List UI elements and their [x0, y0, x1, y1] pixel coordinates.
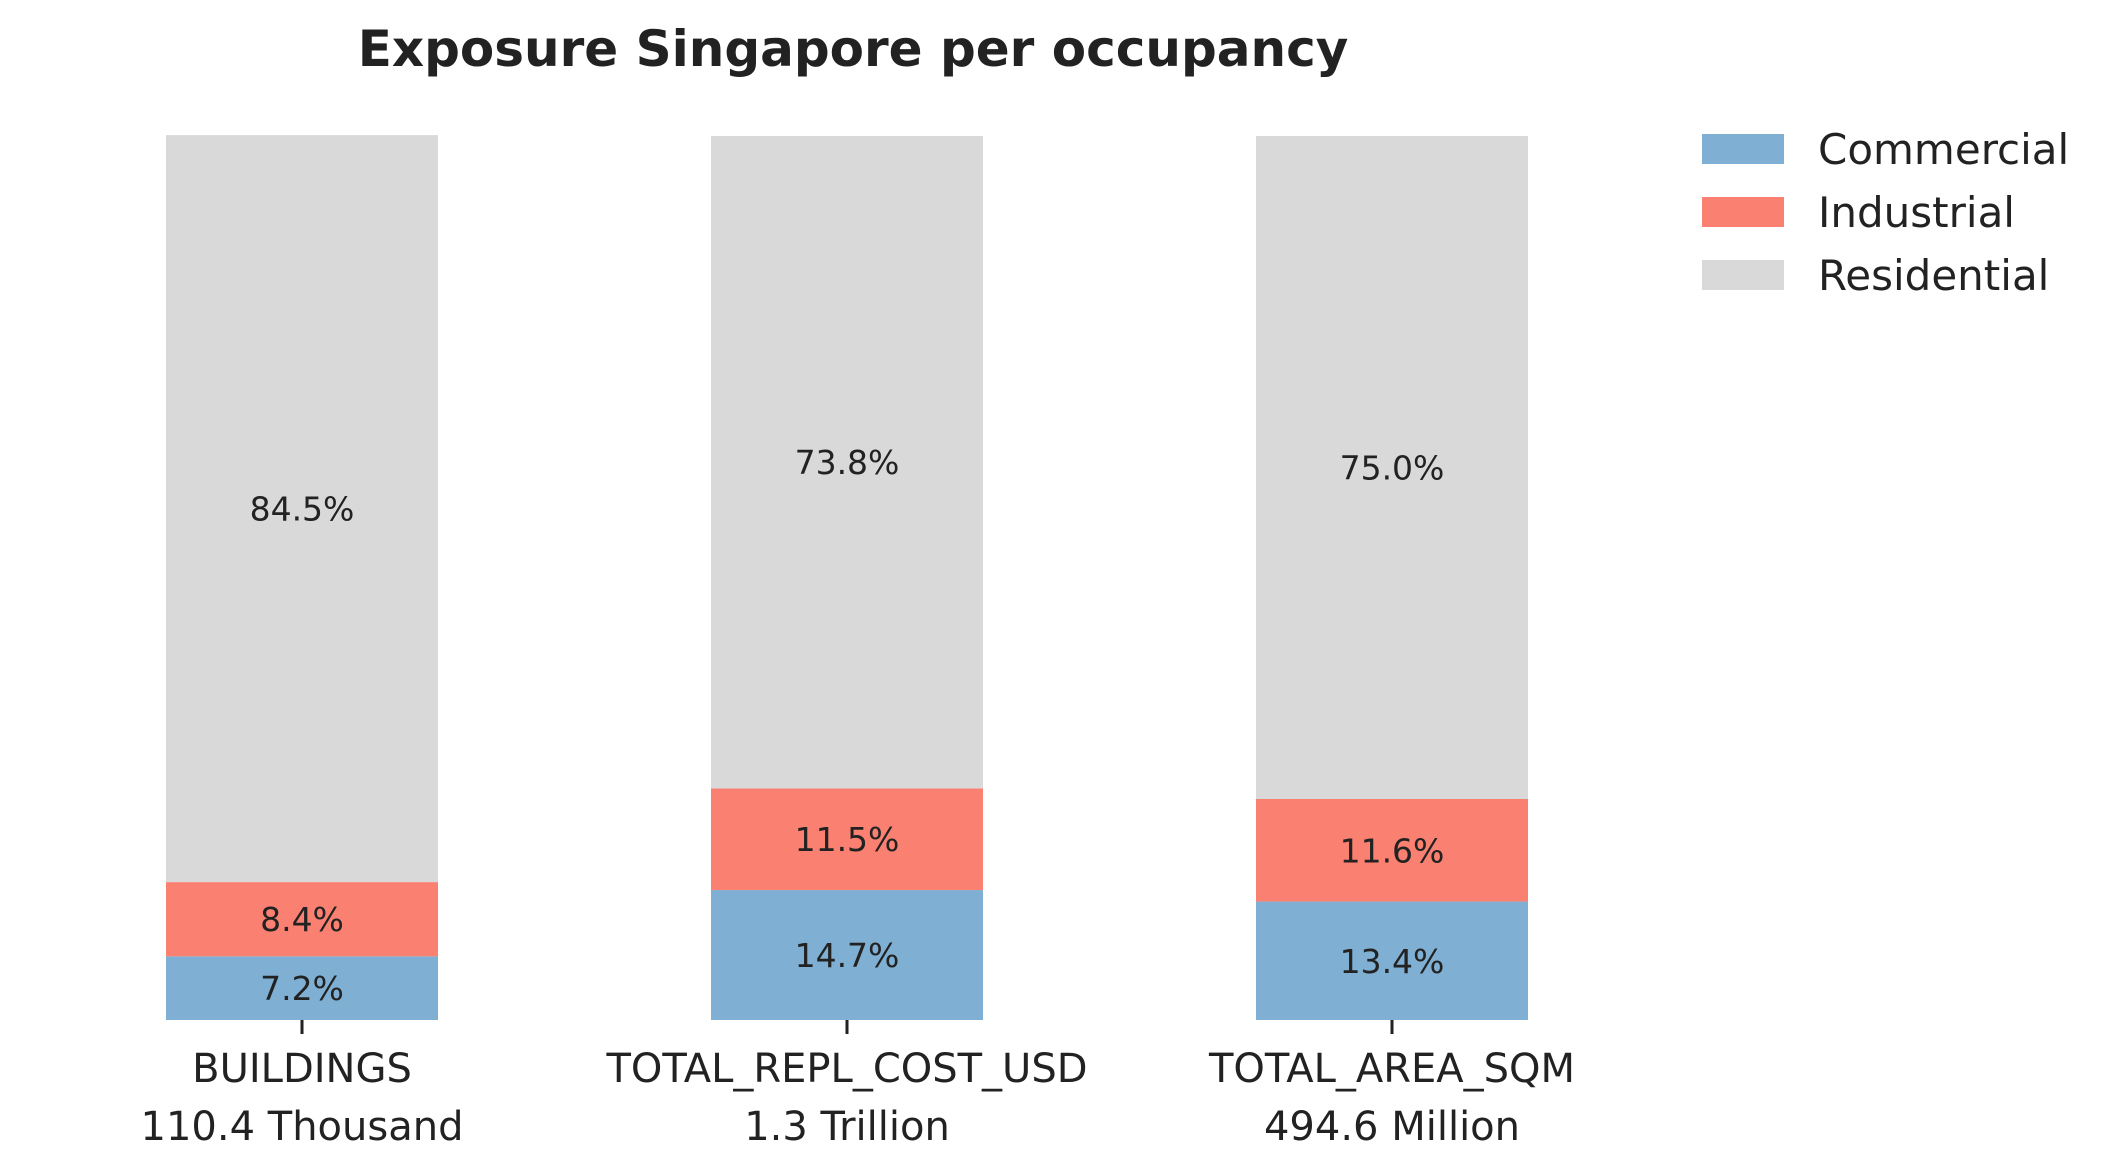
- bar-commercial-total_area_sqm: [1256, 901, 1528, 1020]
- legend-swatch-residential: [1702, 260, 1784, 290]
- data-label-industrial-buildings: 8.4%: [260, 900, 344, 939]
- x-tick-label: BUILDINGS: [192, 1046, 412, 1092]
- legend-label-industrial: Industrial: [1818, 188, 2015, 237]
- data-labels-layer: 7.2% 8.4% 84.5% 14.7% 11.5% 73.8% 13.4% 11.6% 75…: [250, 443, 1445, 1008]
- data-label-residential-buildings: 84.5%: [250, 490, 355, 529]
- data-label-industrial-total_area_sqm: 11.6%: [1340, 831, 1445, 870]
- bar-residential-total_repl_cost_usd: [711, 136, 983, 789]
- bar-residential-buildings: [166, 135, 438, 883]
- data-label-commercial-total_repl_cost_usd: 14.7%: [795, 936, 900, 975]
- bar-commercial-total_repl_cost_usd: [711, 890, 983, 1020]
- bar-commercial-buildings: [166, 956, 438, 1020]
- x-tick-total: 494.6 Million: [1264, 1104, 1520, 1150]
- legend-label-commercial: Commercial: [1818, 125, 2069, 174]
- data-label-industrial-total_repl_cost_usd: 11.5%: [795, 820, 900, 859]
- legend: Commercial Industrial Residential: [1702, 125, 2069, 300]
- legend-swatch-commercial: [1702, 134, 1784, 164]
- bars-layer: [166, 135, 1528, 1020]
- data-label-residential-total_area_sqm: 75.0%: [1340, 449, 1445, 488]
- x-axis: BUILDINGS 110.4 Thousand TOTAL_REPL_COST_U…: [141, 1020, 1575, 1150]
- bar-industrial-buildings: [166, 882, 438, 957]
- x-tick-label: TOTAL_AREA_SQM: [1208, 1046, 1575, 1092]
- legend-swatch-industrial: [1702, 197, 1784, 227]
- legend-label-residential: Residential: [1818, 251, 2049, 300]
- data-label-commercial-buildings: 7.2%: [260, 969, 344, 1008]
- x-tick-label: TOTAL_REPL_COST_USD: [605, 1046, 1087, 1092]
- x-tick-total: 1.3 Trillion: [744, 1104, 950, 1150]
- bar-industrial-total_area_sqm: [1256, 799, 1528, 902]
- bar-residential-total_area_sqm: [1256, 136, 1528, 799]
- data-label-residential-total_repl_cost_usd: 73.8%: [795, 443, 900, 482]
- x-tick-total: 110.4 Thousand: [141, 1104, 464, 1150]
- data-label-commercial-total_area_sqm: 13.4%: [1340, 942, 1445, 981]
- chart-title: Exposure Singapore per occupancy: [358, 20, 1349, 78]
- bar-industrial-total_repl_cost_usd: [711, 788, 983, 891]
